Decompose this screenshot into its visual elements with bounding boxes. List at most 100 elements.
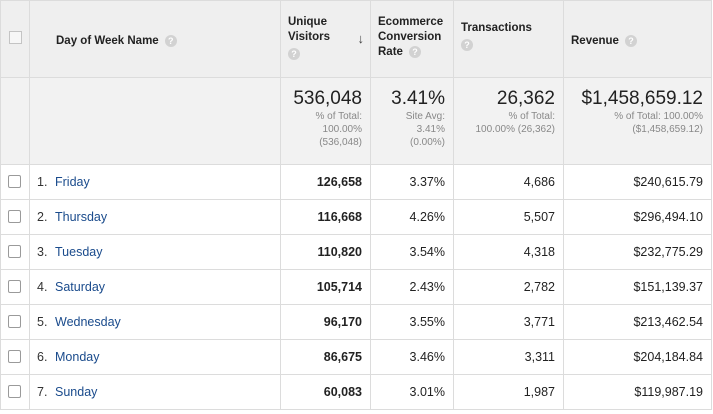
row-checkbox[interactable]: [8, 280, 21, 293]
total-caption: % of Total:: [315, 111, 362, 122]
day-cell: 2. Thursday: [29, 199, 281, 235]
unique-visitors-cell: 110,820: [280, 234, 371, 270]
day-link[interactable]: Thursday: [55, 210, 108, 224]
day-cell: 1. Friday: [29, 164, 281, 200]
revenue-cell: $151,139.37: [563, 269, 712, 305]
day-cell: 7. Sunday: [29, 374, 281, 410]
row-rank: 5.: [37, 315, 48, 329]
header-ecommerce-conversion-rate[interactable]: Ecommerce Conversion Rate?: [370, 0, 454, 78]
day-link[interactable]: Friday: [55, 175, 90, 189]
day-link[interactable]: Wednesday: [55, 315, 121, 329]
unique-visitors-cell: 105,714: [280, 269, 371, 305]
day-link[interactable]: Monday: [55, 350, 100, 364]
totals-transactions: 26,362 % of Total: 100.00% (26,362): [453, 77, 564, 165]
transactions-cell: 5,507: [453, 199, 564, 235]
ecr-header-line-2: Conversion: [378, 31, 442, 43]
day-cell: 5. Wednesday: [29, 304, 281, 340]
ecr-cell: 4.26%: [370, 199, 454, 235]
header-unique-visitors[interactable]: Unique Visitors ? ↓: [280, 0, 371, 78]
total-value: 536,048: [293, 88, 362, 109]
totals-empty-cell: [0, 77, 30, 165]
totals-revenue: $1,458,659.12 % of Total: 100.00% ($1,45…: [563, 77, 712, 165]
transactions-cell: 2,782: [453, 269, 564, 305]
select-all-checkbox[interactable]: [9, 31, 22, 44]
revenue-cell: $240,615.79: [563, 164, 712, 200]
row-select-cell: [0, 339, 30, 375]
day-link[interactable]: Tuesday: [55, 245, 103, 259]
revenue-cell: $204,184.84: [563, 339, 712, 375]
revenue-header-label: Revenue: [571, 35, 619, 47]
ecr-cell: 3.54%: [370, 234, 454, 270]
total-caption: % of Total:: [508, 111, 555, 122]
revenue-cell: $213,462.54: [563, 304, 712, 340]
help-icon[interactable]: ?: [624, 34, 637, 47]
header-row: Day of Week Name? Unique Visitors ? ↓ Ec…: [0, 0, 712, 78]
table-row[interactable]: 7. Sunday 60,083 3.01% 1,987 $119,987.19: [0, 374, 712, 410]
total-value: 3.41%: [391, 88, 445, 109]
unique-visitors-cell: 96,170: [280, 304, 371, 340]
row-rank: 2.: [37, 210, 48, 224]
help-icon[interactable]: ?: [461, 39, 473, 51]
table-row[interactable]: 1. Friday 126,658 3.37% 4,686 $240,615.79: [0, 164, 712, 200]
unique-visitors-cell: 60,083: [280, 374, 371, 410]
totals-empty-cell: [29, 77, 281, 165]
day-link[interactable]: Sunday: [55, 385, 98, 399]
table-body: 1. Friday 126,658 3.37% 4,686 $240,615.79 2. Th…: [0, 164, 712, 410]
unique-visitors-cell: 126,658: [280, 164, 371, 200]
total-caption: 100.00%: [322, 124, 362, 135]
transactions-header-label: Transactions: [461, 22, 532, 34]
total-caption: (536,048): [319, 137, 362, 148]
day-cell: 4. Saturday: [29, 269, 281, 305]
header-revenue[interactable]: Revenue?: [563, 0, 712, 78]
table-row[interactable]: 4. Saturday 105,714 2.43% 2,782 $151,139.37: [0, 269, 712, 305]
row-rank: 7.: [37, 385, 48, 399]
row-rank: 6.: [37, 350, 48, 364]
table-row[interactable]: 5. Wednesday 96,170 3.55% 3,771 $213,462.54: [0, 304, 712, 340]
row-rank: 3.: [37, 245, 48, 259]
row-rank: 4.: [37, 280, 48, 294]
help-icon[interactable]: ?: [164, 34, 177, 47]
unique-visitors-cell: 116,668: [280, 199, 371, 235]
row-checkbox[interactable]: [8, 210, 21, 223]
unique-visitors-cell: 86,675: [280, 339, 371, 375]
revenue-cell: $296,494.10: [563, 199, 712, 235]
help-icon[interactable]: ?: [288, 48, 300, 60]
header-day-of-week[interactable]: Day of Week Name?: [29, 0, 281, 78]
total-value: $1,458,659.12: [581, 88, 703, 109]
sort-descending-icon[interactable]: ↓: [357, 31, 365, 46]
row-select-cell: [0, 199, 30, 235]
row-select-cell: [0, 164, 30, 200]
header-transactions[interactable]: Transactions ?: [453, 0, 564, 78]
row-select-cell: [0, 269, 30, 305]
row-select-cell: [0, 234, 30, 270]
table-row[interactable]: 3. Tuesday 110,820 3.54% 4,318 $232,775.29: [0, 234, 712, 270]
total-caption: ($1,458,659.12): [632, 124, 703, 135]
row-checkbox[interactable]: [8, 245, 21, 258]
total-caption: Site Avg:: [405, 111, 445, 122]
total-caption: 100.00% (26,362): [475, 124, 555, 135]
total-caption: % of Total: 100.00%: [614, 111, 703, 122]
table-row[interactable]: 2. Thursday 116,668 4.26% 5,507 $296,494.10: [0, 199, 712, 235]
transactions-cell: 4,686: [453, 164, 564, 200]
day-of-week-header-label: Day of Week Name: [56, 35, 159, 47]
table-row[interactable]: 6. Monday 86,675 3.46% 3,311 $204,184.84: [0, 339, 712, 375]
row-checkbox[interactable]: [8, 385, 21, 398]
day-cell: 6. Monday: [29, 339, 281, 375]
totals-row: 536,048 % of Total: 100.00% (536,048) 3.…: [0, 77, 712, 165]
day-link[interactable]: Saturday: [55, 280, 106, 294]
ecr-cell: 2.43%: [370, 269, 454, 305]
transactions-cell: 4,318: [453, 234, 564, 270]
revenue-cell: $232,775.29: [563, 234, 712, 270]
help-icon[interactable]: ?: [408, 45, 421, 58]
row-checkbox[interactable]: [8, 175, 21, 188]
transactions-cell: 1,987: [453, 374, 564, 410]
header-select-cell: [0, 0, 30, 78]
transactions-cell: 3,311: [453, 339, 564, 375]
row-checkbox[interactable]: [8, 315, 21, 328]
row-select-cell: [0, 304, 30, 340]
ecr-header-line-3: Rate: [378, 46, 403, 58]
row-checkbox[interactable]: [8, 350, 21, 363]
row-select-cell: [0, 374, 30, 410]
totals-unique-visitors: 536,048 % of Total: 100.00% (536,048): [280, 77, 371, 165]
revenue-cell: $119,987.19: [563, 374, 712, 410]
